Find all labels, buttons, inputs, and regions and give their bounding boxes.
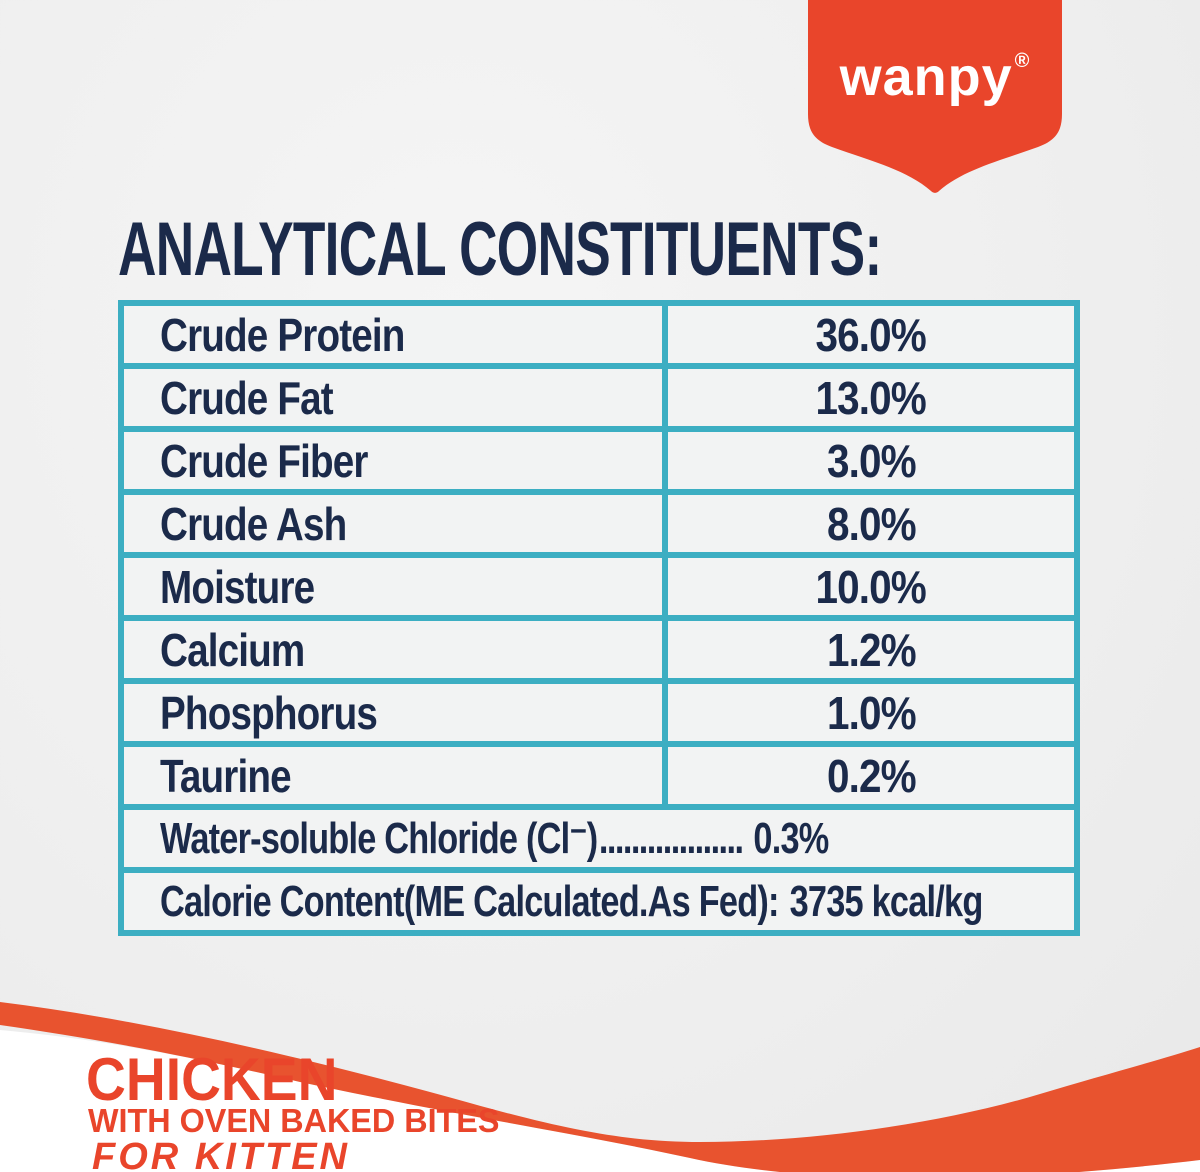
product-name: CHICKEN bbox=[86, 1046, 338, 1113]
nutrient-label-cell: Crude Ash bbox=[124, 495, 662, 552]
nutrient-value: 1.0% bbox=[826, 686, 917, 739]
calorie-row: Calorie Content(ME Calculated.As Fed): 37… bbox=[124, 873, 1074, 930]
nutrient-value: 10.0% bbox=[815, 560, 927, 613]
nutrient-value-cell: 10.0% bbox=[668, 558, 1074, 615]
brand-logo: wanpy ® bbox=[808, 50, 1062, 104]
analytical-constituents-table: Crude Protein 36.0% Crude Fat 13.0% Crud… bbox=[118, 300, 1080, 936]
nutrient-label: Calorie Content(ME Calculated.As Fed): bbox=[160, 876, 779, 926]
nutrient-label: Water-soluble Chloride (Cl⁻) bbox=[160, 813, 598, 863]
nutrient-value: 13.0% bbox=[815, 371, 927, 424]
bottom-wave-decoration bbox=[0, 972, 1200, 1172]
nutrient-value: 1.2% bbox=[826, 623, 917, 676]
nutrient-label: Crude Protein bbox=[160, 308, 405, 361]
chloride-row: Water-soluble Chloride (Cl⁻)............… bbox=[124, 810, 1074, 867]
nutrient-value: 8.0% bbox=[826, 497, 917, 550]
page-title: ANALYTICAL CONSTITUENTS: bbox=[118, 207, 882, 292]
nutrient-value-cell: 8.0% bbox=[668, 495, 1074, 552]
nutrient-value-cell: 3.0% bbox=[668, 432, 1074, 489]
nutrient-value: 0.3% bbox=[753, 813, 829, 863]
nutrient-label: Moisture bbox=[160, 560, 315, 613]
nutrient-label-cell: Crude Fat bbox=[124, 369, 662, 426]
brand-logo-text: wanpy bbox=[839, 47, 1013, 107]
badge-ribbon-shape bbox=[808, 0, 1062, 193]
nutrient-label: Phosphorus bbox=[160, 686, 378, 739]
nutrient-value: 36.0% bbox=[815, 308, 927, 361]
calorie-row-line: Calorie Content(ME Calculated.As Fed): 37… bbox=[160, 876, 984, 926]
nutrient-label-cell: Crude Protein bbox=[124, 306, 662, 363]
nutrient-value: 0.2% bbox=[826, 749, 917, 802]
nutrient-value-cell: 0.2% bbox=[668, 747, 1074, 804]
nutrient-label-cell: Phosphorus bbox=[124, 684, 662, 741]
registered-trademark-symbol: ® bbox=[1014, 50, 1031, 72]
nutrient-label: Crude Fat bbox=[160, 371, 334, 424]
dot-leader: .................. bbox=[598, 813, 744, 863]
nutrient-value-cell: 1.0% bbox=[668, 684, 1074, 741]
nutrient-value: 3735 kcal/kg bbox=[789, 876, 984, 926]
nutrient-value-cell: 36.0% bbox=[668, 306, 1074, 363]
brand-badge: wanpy ® bbox=[808, 0, 1062, 196]
wave-shape bbox=[0, 1002, 1200, 1172]
nutrient-label-cell: Crude Fiber bbox=[124, 432, 662, 489]
nutrient-label-cell: Taurine bbox=[124, 747, 662, 804]
nutrient-label-cell: Moisture bbox=[124, 558, 662, 615]
nutrient-label: Taurine bbox=[160, 749, 292, 802]
nutrient-label: Calcium bbox=[160, 623, 305, 676]
chloride-row-line: Water-soluble Chloride (Cl⁻)............… bbox=[160, 813, 829, 863]
product-subtitle: WITH OVEN BAKED BITES bbox=[88, 1102, 500, 1139]
product-audience: FOR KITTEN bbox=[92, 1136, 350, 1172]
nutrient-label: Crude Fiber bbox=[160, 434, 368, 487]
nutrient-value-cell: 1.2% bbox=[668, 621, 1074, 678]
nutrient-label: Crude Ash bbox=[160, 497, 347, 550]
nutrient-value-cell: 13.0% bbox=[668, 369, 1074, 426]
nutrient-value: 3.0% bbox=[826, 434, 917, 487]
nutrient-label-cell: Calcium bbox=[124, 621, 662, 678]
